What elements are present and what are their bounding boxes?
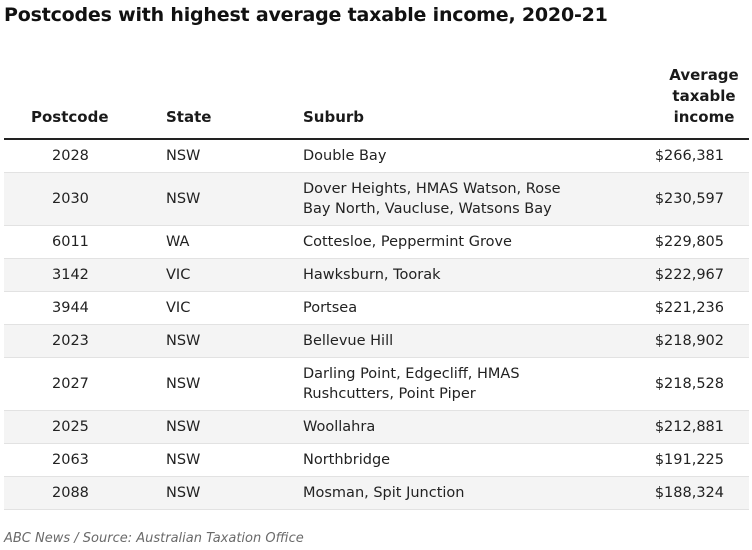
- cell-state: NSW: [166, 419, 201, 435]
- source-note: ABC News / Source: Australian Taxation O…: [4, 531, 304, 546]
- table-row: 6011 WA Cottesloe, Peppermint Grove $229…: [4, 226, 749, 259]
- cell-postcode: 2025: [52, 419, 89, 435]
- cell-income: $212,881: [654, 419, 724, 435]
- cell-state: VIC: [166, 300, 191, 316]
- cell-state: WA: [166, 234, 190, 250]
- cell-state: NSW: [166, 333, 201, 349]
- cell-suburb: Woollahra: [303, 419, 376, 435]
- cell-postcode: 3142: [52, 267, 89, 283]
- cell-income: $218,902: [654, 333, 724, 349]
- table-row: 2028 NSW Double Bay $266,381: [4, 140, 749, 173]
- cell-income: $222,967: [654, 267, 724, 283]
- cell-postcode: 2023: [52, 333, 89, 349]
- cell-postcode: 3944: [52, 300, 89, 316]
- cell-suburb: Darling Point, Edgecliff, HMAS Rushcutte…: [303, 364, 603, 404]
- cell-suburb-line2: Rushcutters, Point Piper: [303, 386, 476, 402]
- table-row: 2027 NSW Darling Point, Edgecliff, HMAS …: [4, 358, 749, 411]
- header-income-line3: income: [673, 108, 735, 126]
- cell-suburb-line1: Dover Heights, HMAS Watson, Rose: [303, 181, 561, 197]
- cell-suburb: Hawksburn, Toorak: [303, 267, 441, 283]
- table-row: 2023 NSW Bellevue Hill $218,902: [4, 325, 749, 358]
- table-row: 3944 VIC Portsea $221,236: [4, 292, 749, 325]
- cell-state: NSW: [166, 148, 201, 164]
- cell-income: $266,381: [654, 148, 724, 164]
- cell-income: $188,324: [654, 485, 724, 501]
- cell-state: NSW: [166, 452, 201, 468]
- cell-postcode: 2088: [52, 485, 89, 501]
- cell-state: NSW: [166, 376, 201, 392]
- header-postcode: Postcode: [31, 108, 109, 126]
- header-income: Average taxable income: [659, 65, 749, 128]
- cell-postcode: 2030: [52, 191, 89, 207]
- cell-suburb: Cottesloe, Peppermint Grove: [303, 234, 512, 250]
- header-income-line2: taxable: [672, 87, 736, 105]
- table-row: 3142 VIC Hawksburn, Toorak $222,967: [4, 259, 749, 292]
- cell-suburb: Mosman, Spit Junction: [303, 485, 465, 501]
- cell-state: NSW: [166, 485, 201, 501]
- table-row: 2088 NSW Mosman, Spit Junction $188,324: [4, 477, 749, 510]
- header-suburb: Suburb: [303, 108, 365, 126]
- cell-postcode: 2028: [52, 148, 89, 164]
- cell-suburb: Bellevue Hill: [303, 333, 394, 349]
- cell-suburb-line1: Darling Point, Edgecliff, HMAS: [303, 366, 520, 382]
- cell-suburb: Portsea: [303, 300, 358, 316]
- header-income-line1: Average: [669, 66, 739, 84]
- income-table: Postcode State Suburb Average taxable in…: [4, 62, 749, 510]
- cell-income: $230,597: [654, 191, 724, 207]
- cell-suburb: Dover Heights, HMAS Watson, Rose Bay Nor…: [303, 179, 603, 219]
- cell-income: $191,225: [654, 452, 724, 468]
- cell-postcode: 2063: [52, 452, 89, 468]
- cell-income: $218,528: [654, 376, 724, 392]
- header-state: State: [166, 108, 212, 126]
- cell-suburb: Double Bay: [303, 148, 387, 164]
- table-header: Postcode State Suburb Average taxable in…: [4, 62, 749, 140]
- table-row: 2025 NSW Woollahra $212,881: [4, 411, 749, 444]
- cell-income: $221,236: [654, 300, 724, 316]
- cell-state: NSW: [166, 191, 201, 207]
- cell-income: $229,805: [654, 234, 724, 250]
- cell-suburb: Northbridge: [303, 452, 391, 468]
- cell-postcode: 2027: [52, 376, 89, 392]
- table-row: 2030 NSW Dover Heights, HMAS Watson, Ros…: [4, 173, 749, 226]
- cell-state: VIC: [166, 267, 191, 283]
- cell-suburb-line2: Bay North, Vaucluse, Watsons Bay: [303, 201, 552, 217]
- cell-postcode: 6011: [52, 234, 89, 250]
- table-row: 2063 NSW Northbridge $191,225: [4, 444, 749, 477]
- table-title: Postcodes with highest average taxable i…: [4, 4, 608, 26]
